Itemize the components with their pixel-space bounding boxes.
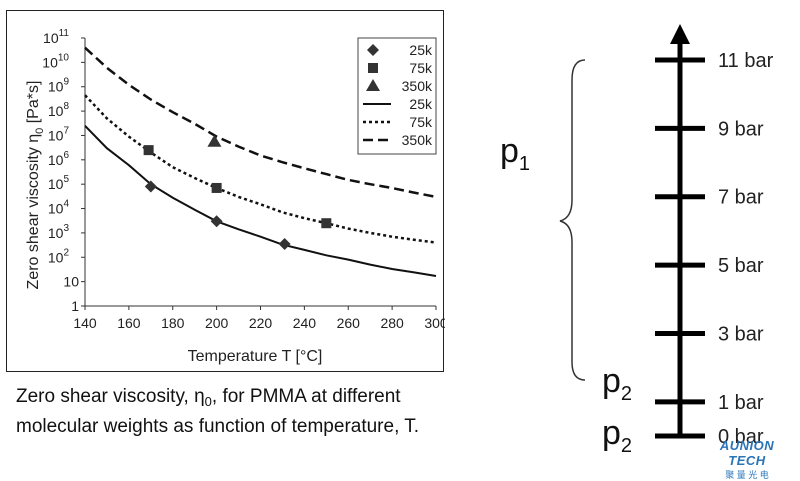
y-tick-label: 105 [48,174,70,192]
watermark-subtitle: 聚 量 光 电 [725,470,769,480]
x-tick-label: 200 [205,315,229,331]
x-tick-label: 220 [249,315,273,331]
legend-marker-350k [366,79,380,91]
y-tick-label: 109 [48,77,70,95]
chart-legend: 25k 75k 350k 25k 75k 350k [357,37,437,155]
series-75k-marker-point [143,145,154,156]
y-tick-label: 108 [48,101,70,119]
x-tick-label: 260 [337,315,361,331]
legend-label-75k: 75k [409,114,433,130]
y-axis-title: Zero shear viscosity η0 [Pa*s] [25,81,46,290]
y-tick-label: 107 [48,125,70,143]
series-25k-marker-point [210,215,223,228]
pressure-tick-label: 1 bar [718,392,764,414]
x-tick-label: 300 [424,315,445,331]
x-tick-label: 180 [161,315,185,331]
arrow-up-icon [670,24,690,44]
figure-caption: Zero shear viscosity, η0, for PMMA at di… [16,386,420,437]
legend-label-350k: 350k [402,78,433,94]
series-25k-line-line [84,125,437,277]
pressure-tick-label: 11 bar [718,50,774,72]
y-tick-label: 1010 [42,52,69,70]
legend-marker-75k [368,63,378,73]
series-75k-marker-point [321,218,332,229]
aunion-tech-logo: AUNION TECH 聚 量 光 电 [700,438,794,481]
legend-label-75k: 75k [409,60,433,76]
pressure-tick-label: 0 bar [718,426,764,448]
pressure-tick-label: 9 bar [718,118,764,140]
series-25k-marker-point [144,180,157,193]
series-75k-marker-point [211,182,222,193]
y-tick-label: 10 [63,274,79,290]
y-tick-label: 104 [48,199,70,217]
series-75k-line-line [84,94,437,244]
pressure-tick-label: 7 bar [718,187,764,209]
legend-marker-25k [367,44,379,56]
chart-frame: 140 160 180 200 220 240 260 280 300 1 10 102 103 104 1… [6,10,445,372]
x-tick-label: 140 [73,315,97,331]
series-350k-line-line [84,46,437,199]
series-350k-marker-point [207,134,222,147]
legend-label-25k: 25k [409,96,433,112]
x-axis-title: Temperature T [°C] [188,348,323,365]
legend-box [357,37,437,155]
y-tick-label: 106 [48,150,70,168]
legend-label-350k: 350k [402,132,433,148]
p2-label-lower: p2 [602,414,632,457]
viscosity-chart: 140 160 180 200 220 240 260 280 300 1 10 102 103 104 1… [25,28,445,365]
p2-label-upper: p2 [602,362,632,405]
y-tick-label: 1011 [43,28,69,46]
x-tick-label: 240 [293,315,317,331]
pressure-tick-label: 5 bar [718,255,764,277]
watermark-title: AUNION TECH [719,438,775,468]
p1-label: p1 [500,132,530,175]
series-25k-marker-point [278,238,291,251]
y-tick-label: 103 [48,223,70,241]
x-tick-label: 160 [117,315,141,331]
legend-label-25k: 25k [409,42,433,58]
y-tick-label: 1 [71,298,79,314]
pressure-tick-label: 3 bar [718,323,764,345]
x-tick-label: 280 [380,315,404,331]
y-tick-label: 102 [48,247,70,265]
p1-bracket [559,59,586,381]
